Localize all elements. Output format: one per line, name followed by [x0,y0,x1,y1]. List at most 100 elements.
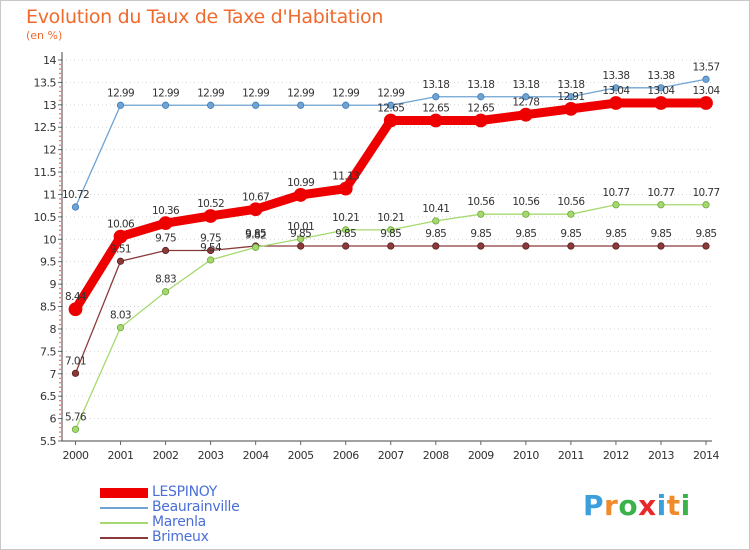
data-label: 8.44 [65,291,87,303]
data-label: 9.85 [290,228,311,240]
data-point-lespinoy [158,216,173,231]
y-minor-tick [59,251,61,254]
y-minor-tick [59,234,61,236]
y-minor-tick [59,404,61,406]
data-point-beaurainville [657,84,665,92]
x-tick-label: 2007 [378,449,404,462]
legend-swatch [100,536,148,539]
y-tick-label: 8.5 [40,301,56,314]
chart-title: Evolution du Taux de Taxe d'Habitation [26,6,384,28]
data-point-brimeux [116,257,125,265]
y-minor-tick [59,319,61,321]
x-tick-label: 2003 [198,449,224,462]
data-label: 9.82 [245,229,266,241]
data-point-lespinoy [428,113,443,128]
data-label: 10.56 [557,196,585,208]
y-tick-label: 6 [50,413,57,426]
data-point-lespinoy [473,113,488,128]
data-label: 11.13 [332,171,359,183]
data-point-brimeux [342,242,350,250]
data-label: 9.85 [245,228,266,240]
data-point-marenla [432,217,440,225]
data-label: 10.36 [152,205,180,217]
y-minor-tick [59,121,61,124]
y-minor-tick [59,332,61,335]
data-label: 9.85 [335,228,356,240]
y-minor-tick [59,180,61,182]
data-point-marenla [342,226,350,234]
y-minor-tick [59,77,61,79]
y-minor-tick [59,220,61,223]
y-tick-label: 11 [43,188,56,201]
data-label: 10.41 [422,203,449,215]
y-minor-tick [59,256,61,259]
data-point-brimeux [702,242,710,250]
y-tick-label: 8 [50,323,57,336]
data-label: 7.01 [65,355,86,367]
y-minor-tick [59,413,61,415]
y-minor-tick [59,310,61,312]
y-minor-tick [59,435,61,438]
data-point-beaurainville [432,93,440,101]
data-point-brimeux [387,242,395,250]
data-label: 9.85 [560,228,581,240]
data-point-beaurainville [567,93,575,101]
data-label: 13.04 [602,85,630,97]
data-point-beaurainville [342,101,350,109]
y-minor-tick [59,112,61,115]
data-point-marenla [657,201,665,209]
y-minor-tick [59,426,61,429]
y-minor-tick [59,211,61,214]
y-minor-tick [59,368,61,371]
data-label: 5.76 [65,411,87,423]
data-label: 13.18 [422,79,449,91]
y-minor-tick [59,314,61,317]
y-tick-label: 10 [43,233,56,246]
data-label: 10.77 [602,187,629,199]
y-minor-tick [59,355,61,357]
legend-swatch [100,487,148,498]
x-tick-label: 2002 [153,449,179,462]
data-label: 13.57 [692,61,719,73]
data-point-brimeux [657,242,665,250]
data-point-lespinoy [203,209,218,223]
data-label: 9.85 [515,228,536,240]
data-point-marenla [207,256,215,264]
data-label: 13.18 [467,79,494,91]
y-minor-tick [59,130,61,133]
data-point-lespinoy [699,96,713,110]
data-label: 10.01 [287,221,314,233]
data-label: 13.18 [512,79,539,91]
logo-letter: r [604,489,619,522]
x-tick-label: 2006 [333,449,359,462]
data-label: 9.85 [605,228,626,240]
data-point-beaurainville [252,101,260,109]
y-minor-tick [59,117,61,120]
y-minor-tick [59,175,61,178]
y-minor-tick [59,346,61,348]
x-tick-label: 2004 [243,449,269,462]
line-chart: 5.5 6 6.5 7 7.5 8 8.5 9 9.5 10 10.5 11 11.5 12 12.5 13 1… [34,52,721,462]
y-minor-tick [59,431,61,433]
data-point-beaurainville [387,101,395,109]
data-point-brimeux [432,242,440,250]
data-point-lespinoy [518,107,533,122]
y-minor-tick [59,162,61,164]
x-tick-label: 2005 [288,449,314,462]
data-point-brimeux [71,369,80,377]
y-minor-tick [59,359,61,362]
data-label: 10.06 [107,219,135,231]
data-label: 8.83 [155,274,176,286]
y-tick-label: 9 [50,278,57,291]
data-label: 10.77 [647,187,674,199]
y-minor-tick [59,377,61,380]
x-tick-label: 2014 [693,449,719,462]
y-minor-tick [59,72,61,75]
data-point-marenla [612,201,620,209]
data-point-lespinoy [68,302,83,317]
y-minor-tick [59,296,61,299]
y-minor-tick [59,399,61,402]
data-label: 9.75 [200,233,221,245]
legend-label: LESPINOY [152,484,217,500]
